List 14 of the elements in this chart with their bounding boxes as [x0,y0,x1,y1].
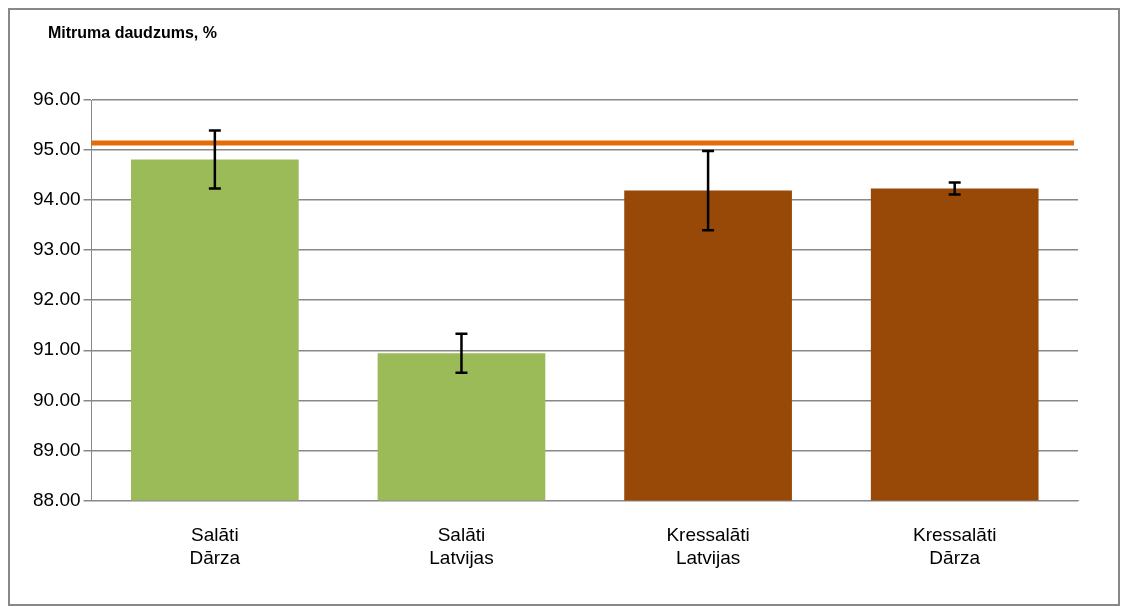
x-tick-label: Kressalāti Dārza [912,524,997,568]
y-tick-label: 91.00 [33,338,81,360]
x-tick-label: Salāti Dārza [189,524,241,568]
y-tick-label: 92.00 [33,288,81,310]
y-tick-label: 90.00 [33,388,81,410]
y-tick-label: 94.00 [33,188,81,210]
y-tick-label: 93.00 [33,238,81,260]
x-tick-label: Kressalāti Latvijas [666,524,750,568]
x-tick-label: Salāti Latvijas [429,524,494,568]
y-tick-label: 89.00 [33,438,81,460]
y-tick-label: 88.00 [33,488,81,510]
y-tick-label: 96.00 [33,88,81,110]
y-axis-title: Mitruma daudzums, % [48,23,218,43]
y-tick-label: 95.00 [33,138,81,160]
